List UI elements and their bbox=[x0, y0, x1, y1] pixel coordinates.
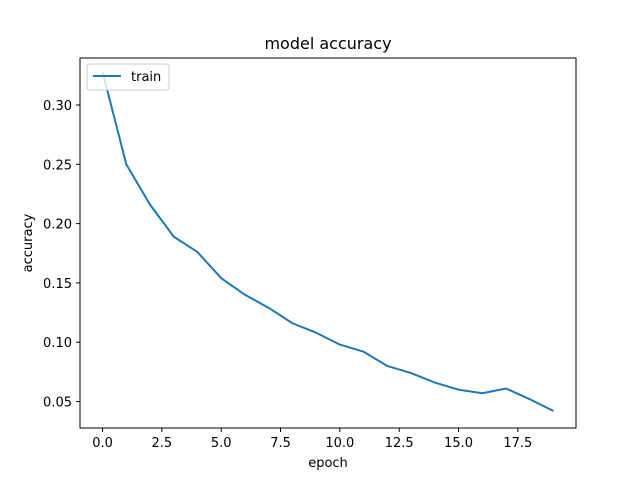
y-tick-label: 0.15 bbox=[43, 277, 72, 292]
x-axis-title: epoch bbox=[308, 456, 348, 471]
x-tick-label: 5.0 bbox=[211, 436, 232, 451]
plot-area bbox=[80, 58, 576, 428]
axes-frame bbox=[79, 57, 577, 429]
y-axis-title: accuracy bbox=[21, 213, 36, 272]
legend-label-train: train bbox=[131, 70, 161, 85]
x-tick-label: 2.5 bbox=[152, 436, 173, 451]
series-layer bbox=[101, 71, 554, 412]
x-axis-ticks: 0.0 2.5 5.0 7.5 10.0 12.5 15.0 17.5 bbox=[92, 428, 532, 451]
y-tick-label: 0.05 bbox=[43, 396, 72, 411]
chart-title: model accuracy bbox=[264, 34, 391, 53]
y-tick-label: 0.30 bbox=[43, 99, 72, 114]
x-tick-label: 12.5 bbox=[385, 436, 414, 451]
y-tick-label: 0.20 bbox=[43, 218, 72, 233]
x-tick-label: 10.0 bbox=[325, 436, 354, 451]
x-tick-label: 17.5 bbox=[503, 436, 532, 451]
x-tick-label: 15.0 bbox=[444, 436, 473, 451]
series-line-train bbox=[101, 71, 554, 412]
x-tick-label: 0.0 bbox=[92, 436, 113, 451]
x-tick-label: 7.5 bbox=[270, 436, 291, 451]
y-tick-label: 0.10 bbox=[43, 336, 72, 351]
legend-box bbox=[86, 63, 170, 91]
y-tick-label: 0.25 bbox=[43, 158, 72, 173]
legend: train bbox=[86, 63, 170, 91]
y-axis-ticks: 0.05 0.10 0.15 0.20 0.25 0.30 bbox=[43, 99, 80, 411]
